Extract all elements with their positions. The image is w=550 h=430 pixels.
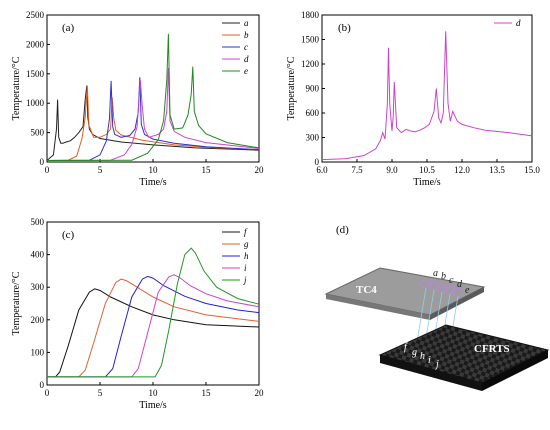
point-label-d: d	[457, 279, 463, 290]
point-label-j: j	[434, 359, 439, 370]
legend-label-f: f	[244, 227, 248, 237]
legend-label-c: c	[244, 42, 248, 52]
y-tick-label: 500	[31, 128, 45, 138]
series-line-g	[47, 278, 259, 378]
x-axis-label: Time/s	[413, 177, 441, 188]
y-tick-label: 0	[40, 157, 45, 167]
point-label-h: h	[420, 351, 425, 362]
cfrts-label: CFRTS	[474, 343, 510, 355]
plot-frame	[321, 14, 533, 163]
series-line-j	[47, 247, 259, 378]
x-tick-label: 9.0	[386, 165, 398, 175]
x-tick-label: 10	[149, 388, 159, 398]
point-label-i: i	[428, 355, 431, 366]
y-tick-label: 500	[31, 217, 45, 227]
y-axis-label: Temperature/°C	[11, 271, 22, 335]
x-tick-label: 20	[255, 388, 265, 398]
series-line-c	[47, 77, 259, 161]
point-label-g: g	[412, 347, 417, 358]
y-tick-label: 200	[31, 315, 45, 325]
x-tick-label: 10	[149, 165, 159, 175]
x-tick-label: 6.0	[316, 165, 328, 175]
point-label-a: a	[433, 268, 438, 279]
tc4-label: TC4	[356, 284, 377, 296]
x-tick-label: 0	[45, 165, 50, 175]
tc4-plate-front-edge	[326, 294, 430, 320]
x-tick-label: 0	[45, 388, 50, 398]
series-line-e	[47, 33, 259, 161]
y-tick-label: 0	[315, 157, 320, 167]
series-line-h	[47, 275, 259, 378]
x-tick-label: 12.0	[454, 165, 470, 175]
y-tick-label: 1200	[301, 59, 320, 69]
legend-label-a: a	[244, 18, 249, 28]
y-tick-label: 900	[306, 84, 320, 94]
chart-panel-a: 0 5 10 15 20 0 500 1000 1500 2000 2500 Time/s Temper…	[11, 10, 264, 188]
series-line-a	[47, 85, 259, 161]
point-label-e: e	[465, 285, 470, 296]
legend-label-b: b	[244, 30, 249, 40]
series-line-i	[47, 274, 259, 378]
legend-label-d: d	[244, 54, 249, 64]
panel-label-d: (d)	[336, 224, 349, 236]
x-tick-label: 15	[202, 388, 212, 398]
y-axis-label: Temperature/°C	[286, 56, 297, 120]
cfrts-plate-front-edge	[380, 355, 482, 391]
chart-panel-b: 6.0 7.5 9.0 10.5 12.0 13.5 15.0 0 300 600 900 1200 1…	[286, 10, 540, 188]
point-label-f: f	[404, 342, 408, 353]
panel-label: (c)	[62, 229, 75, 241]
x-tick-label: 5	[98, 165, 103, 175]
series-line-b	[47, 85, 259, 161]
y-tick-label: 600	[306, 108, 320, 118]
legend-label-e: e	[244, 66, 248, 76]
series-line-d	[47, 67, 259, 161]
y-tick-label: 1800	[301, 10, 320, 20]
x-tick-label: 13.5	[489, 165, 505, 175]
x-tick-label: 15.0	[524, 165, 540, 175]
x-tick-label: 20	[255, 165, 265, 175]
x-tick-label: 5	[98, 388, 103, 398]
point-label-c: c	[449, 275, 454, 286]
y-tick-label: 1000	[26, 98, 45, 108]
tc4-plate-top-face	[324, 267, 486, 316]
x-tick-label: 10.5	[419, 165, 435, 175]
legend-label-h: h	[244, 251, 249, 261]
cfrts-plate-top-face	[378, 324, 550, 384]
y-tick-label: 300	[31, 282, 45, 292]
y-tick-label: 2500	[26, 10, 45, 20]
plot-frame	[46, 221, 260, 386]
series-line-d	[322, 31, 532, 161]
x-axis-label: Time/s	[139, 177, 167, 188]
legend-label-d: d	[516, 18, 521, 28]
legend-label-g: g	[244, 239, 249, 249]
panel-label: (b)	[338, 22, 351, 34]
y-tick-label: 0	[40, 380, 45, 390]
y-tick-label: 1500	[26, 69, 45, 79]
x-axis-label: Time/s	[139, 400, 167, 411]
point-label-b: b	[441, 271, 446, 282]
legend-label-j: j	[243, 275, 247, 285]
series-line-f	[47, 288, 259, 378]
tc4-plate: TC4 a b c d e	[324, 267, 486, 320]
legend-label-i: i	[244, 263, 247, 273]
y-tick-label: 100	[31, 347, 45, 357]
chart-panel-c: 0 5 10 15 200100200300400500Time/sTemperatur…	[11, 217, 264, 411]
y-tick-label: 1500	[301, 35, 320, 45]
diagram-panel-d: (d) TC4 a b c d e	[324, 224, 550, 391]
y-tick-label: 2000	[26, 39, 45, 49]
y-tick-label: 400	[31, 250, 45, 260]
cfrts-plate: CFRTS f g h i j	[378, 324, 550, 391]
y-tick-label: 300	[306, 133, 320, 143]
panel-label: (a)	[62, 22, 75, 34]
y-axis-label: Temperature/°C	[11, 56, 22, 120]
x-tick-label: 7.5	[351, 165, 363, 175]
plot-frame	[46, 14, 260, 163]
x-tick-label: 15	[202, 165, 212, 175]
cfrts-plate-side-edge	[482, 350, 548, 391]
